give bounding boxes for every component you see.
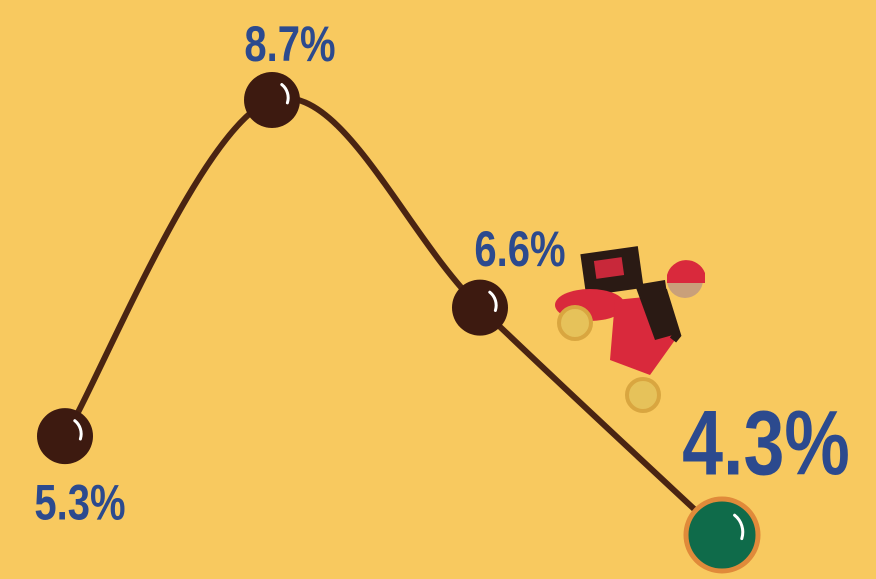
- line: [62, 95, 725, 538]
- point-shine: [733, 513, 745, 541]
- point-shine: [488, 290, 498, 312]
- point-shine: [280, 83, 290, 105]
- value-label: 5.3%: [34, 474, 125, 530]
- value-label: 4.3%: [682, 391, 850, 494]
- point: [244, 72, 300, 128]
- scooter-rider: [555, 246, 705, 413]
- point: [452, 279, 508, 336]
- value-label: 6.6%: [474, 221, 565, 277]
- point: [37, 408, 93, 465]
- value-label: 8.7%: [244, 16, 335, 72]
- point-shine: [73, 419, 83, 441]
- point: [683, 496, 761, 574]
